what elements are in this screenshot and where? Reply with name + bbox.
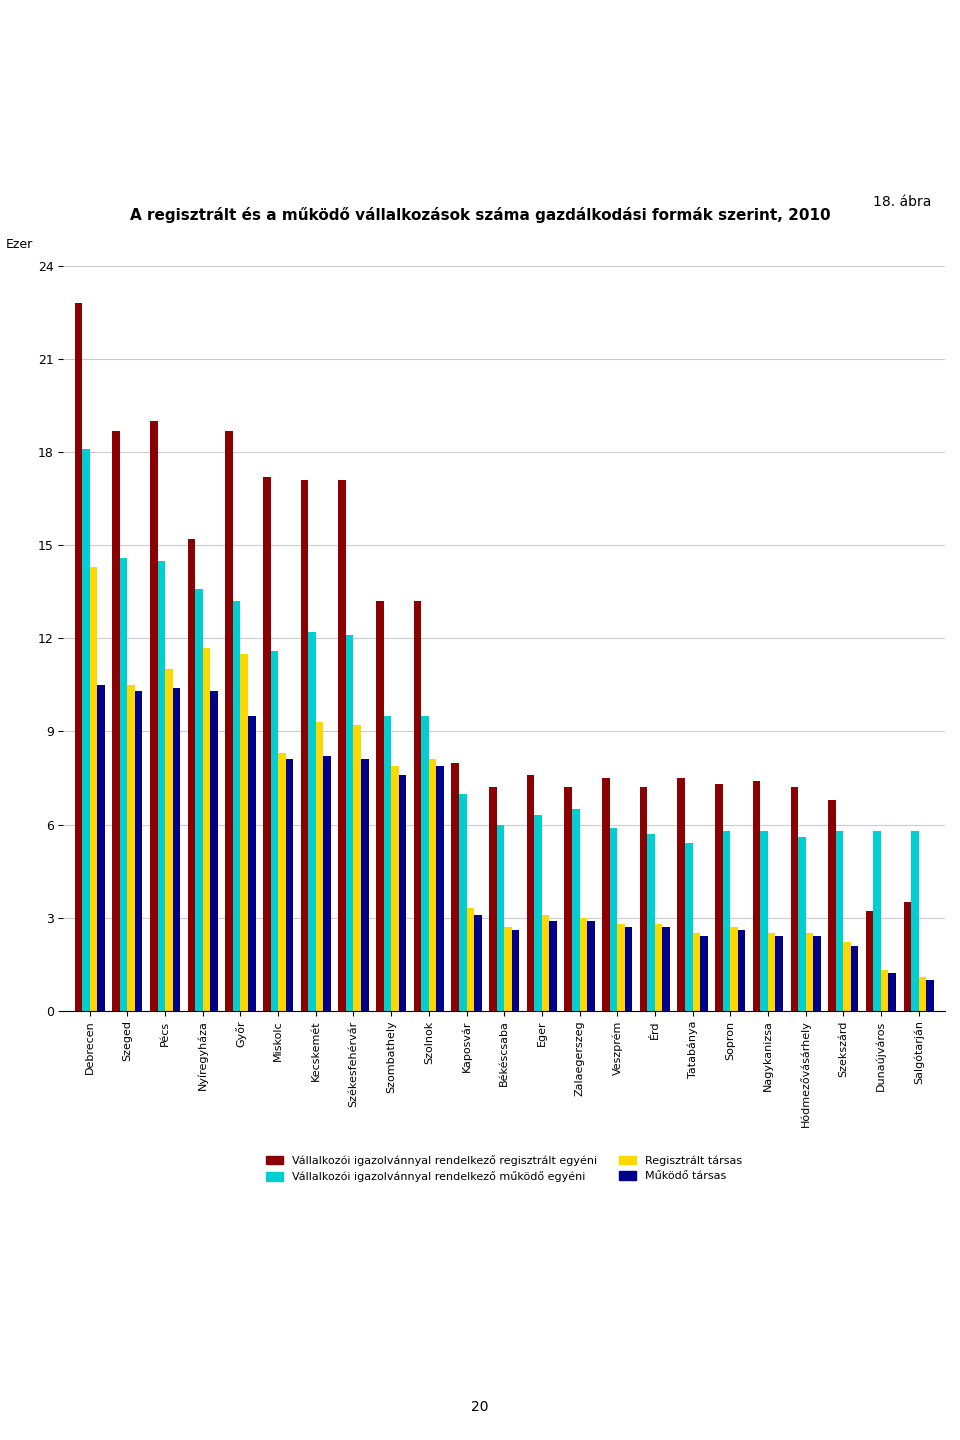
Bar (233, 602, 240, 1011)
Bar (226, 431, 233, 1011)
Bar (647, 834, 655, 1011)
Bar (919, 976, 926, 1011)
Bar (112, 431, 120, 1011)
Bar (361, 759, 369, 1011)
Bar (324, 756, 331, 1011)
Bar (881, 971, 889, 1011)
Bar (911, 831, 919, 1011)
Bar (210, 691, 218, 1011)
Bar (173, 688, 180, 1011)
Bar (398, 775, 406, 1011)
Bar (549, 920, 557, 1011)
Bar (120, 557, 128, 1011)
Bar (89, 567, 97, 1011)
Bar (813, 936, 821, 1011)
Bar (692, 933, 700, 1011)
Bar (165, 670, 173, 1011)
Bar (768, 933, 776, 1011)
Bar (353, 726, 361, 1011)
Bar (316, 723, 324, 1011)
Bar (700, 936, 708, 1011)
Bar (602, 778, 610, 1011)
Bar (75, 304, 83, 1011)
Bar (580, 917, 588, 1011)
Bar (300, 480, 308, 1011)
Bar (384, 716, 391, 1011)
Bar (414, 602, 421, 1011)
Bar (617, 924, 625, 1011)
Bar (286, 759, 293, 1011)
Bar (836, 831, 843, 1011)
Bar (889, 973, 896, 1011)
Legend: Vállalkozói igazolvánnyal rendelkező regisztrált egyéni, Vállalkozói igazolvánny: Vállalkozói igazolvánnyal rendelkező reg… (262, 1151, 747, 1187)
Bar (874, 831, 881, 1011)
Bar (685, 844, 692, 1011)
Bar (83, 449, 89, 1011)
Bar (429, 759, 437, 1011)
Bar (731, 927, 738, 1011)
Bar (753, 780, 760, 1011)
Bar (678, 778, 685, 1011)
Bar (866, 912, 874, 1011)
Bar (625, 927, 633, 1011)
Bar (203, 648, 210, 1011)
Bar (391, 766, 398, 1011)
Bar (662, 927, 670, 1011)
Bar (489, 788, 496, 1011)
Bar (188, 539, 195, 1011)
Bar (723, 831, 731, 1011)
Bar (610, 828, 617, 1011)
Bar (903, 901, 911, 1011)
Bar (760, 831, 768, 1011)
Bar (527, 775, 535, 1011)
Bar (790, 788, 798, 1011)
Text: A regisztrált és a működő vállalkozások száma gazdálkodási formák szerint, 2010: A regisztrált és a működő vállalkozások … (130, 207, 830, 223)
Bar (588, 920, 594, 1011)
Bar (798, 837, 805, 1011)
Bar (504, 927, 512, 1011)
Bar (97, 685, 105, 1011)
Bar (135, 691, 142, 1011)
Bar (639, 788, 647, 1011)
Bar (564, 788, 572, 1011)
Bar (776, 936, 783, 1011)
Text: 20: 20 (471, 1400, 489, 1414)
Bar (512, 930, 519, 1011)
Bar (376, 602, 384, 1011)
Bar (655, 924, 662, 1011)
Bar (805, 933, 813, 1011)
Bar (474, 914, 482, 1011)
Bar (339, 480, 346, 1011)
Text: Ezer: Ezer (6, 238, 34, 252)
Bar (271, 651, 278, 1011)
Bar (451, 763, 459, 1011)
Bar (496, 825, 504, 1011)
Bar (278, 753, 286, 1011)
Bar (572, 809, 580, 1011)
Bar (195, 589, 203, 1011)
Bar (535, 815, 541, 1011)
Bar (926, 979, 934, 1011)
Bar (828, 799, 836, 1011)
Bar (467, 909, 474, 1011)
Bar (843, 942, 851, 1011)
Bar (128, 685, 135, 1011)
Bar (346, 635, 353, 1011)
Bar (738, 930, 745, 1011)
Bar (715, 785, 723, 1011)
Bar (240, 654, 248, 1011)
Bar (421, 716, 429, 1011)
Bar (459, 793, 467, 1011)
Bar (541, 914, 549, 1011)
Bar (157, 560, 165, 1011)
Bar (308, 632, 316, 1011)
Text: 18. ábra: 18. ábra (873, 194, 931, 209)
Bar (150, 422, 157, 1011)
Bar (851, 946, 858, 1011)
Bar (248, 716, 255, 1011)
Bar (263, 477, 271, 1011)
Bar (437, 766, 444, 1011)
